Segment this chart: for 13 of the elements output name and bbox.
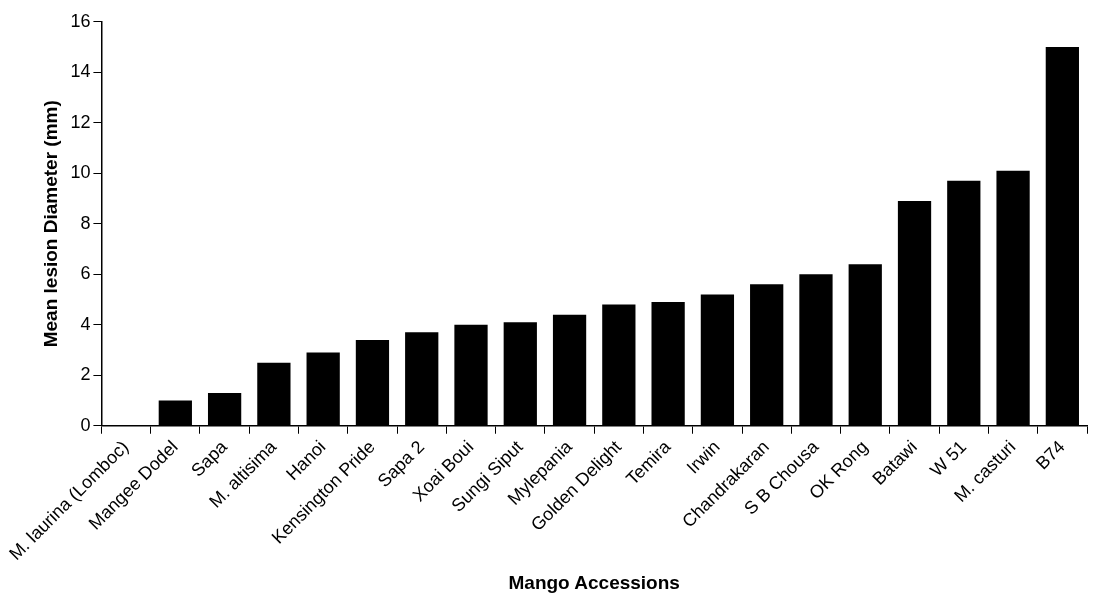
x-axis-title: Mango Accessions	[508, 571, 680, 593]
y-tick-label: 6	[80, 263, 91, 284]
y-tick-label: 2	[80, 364, 91, 385]
y-tick-label: 16	[70, 10, 91, 31]
y-tick-label: 10	[70, 162, 91, 183]
y-tick-label: 14	[70, 61, 91, 82]
y-tick-label: 4	[80, 313, 91, 334]
y-tick-label: 12	[70, 111, 91, 132]
y-axis-title: Mean lesion Diameter (mm)	[40, 100, 62, 348]
x-tick-label: B74	[1031, 436, 1069, 474]
x-tick-label: W 51	[926, 436, 971, 481]
y-tick-label: 0	[80, 414, 91, 435]
y-tick-label: 8	[80, 212, 91, 233]
